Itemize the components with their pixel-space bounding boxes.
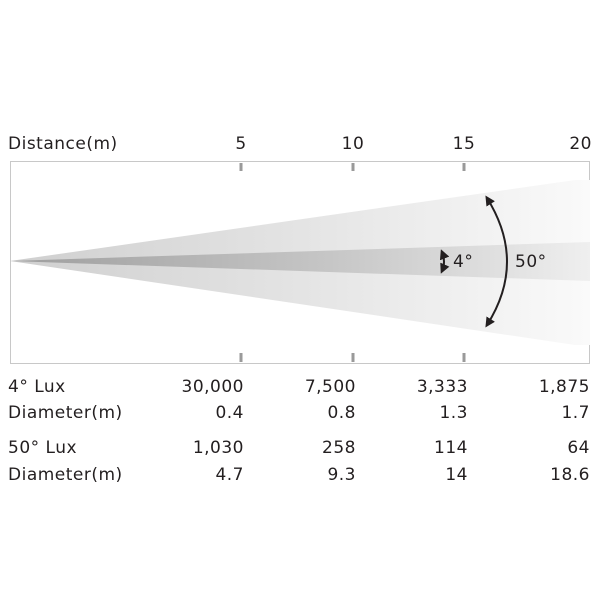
narrow-angle-arrow (439, 249, 450, 274)
bottom-tick-marks (239, 353, 466, 362)
row-label-narrow-lux: 4° Lux (8, 377, 66, 397)
distance-tick-10: 10 (341, 134, 365, 154)
cell-wide-lux-10: 258 (322, 438, 356, 458)
cell-wide-diameter-20: 18.6 (550, 465, 590, 485)
cell-wide-diameter-15: 14 (445, 465, 468, 485)
cell-wide-diameter-5: 4.7 (215, 465, 244, 485)
distance-tick-20: 20 (569, 134, 592, 154)
row-label-wide-lux: 50° Lux (8, 438, 78, 458)
cell-narrow-lux-15: 3,333 (416, 377, 468, 397)
cell-wide-lux-20: 64 (567, 438, 590, 458)
distance-tick-5: 5 (235, 134, 247, 154)
wide-angle-label: 50° (515, 252, 547, 272)
cell-narrow-lux-5: 30,000 (181, 377, 244, 397)
row-label-wide-diameter: Diameter(m) (8, 465, 123, 485)
cell-wide-lux-15: 114 (434, 438, 468, 458)
row-label-narrow-diameter: Diameter(m) (8, 403, 123, 423)
distance-axis-label: Distance(m) (8, 134, 118, 154)
cell-narrow-diameter-20: 1.7 (561, 403, 590, 423)
cell-wide-lux-5: 1,030 (192, 438, 244, 458)
narrow-angle-label: 4° (453, 252, 474, 272)
cell-narrow-lux-10: 7,500 (304, 377, 356, 397)
distance-tick-15: 15 (452, 134, 476, 154)
cell-narrow-diameter-15: 1.3 (439, 403, 468, 423)
cell-narrow-diameter-10: 0.8 (327, 403, 356, 423)
wide-angle-arrow (485, 195, 508, 328)
top-tick-marks (239, 163, 466, 171)
cell-narrow-lux-20: 1,875 (538, 377, 590, 397)
cell-narrow-diameter-5: 0.4 (215, 403, 244, 423)
cell-wide-diameter-10: 9.3 (327, 465, 356, 485)
